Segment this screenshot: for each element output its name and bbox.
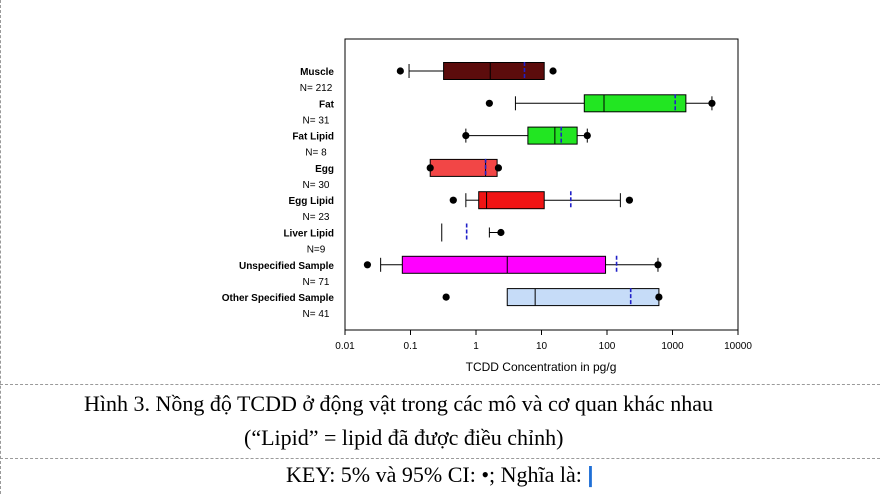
x-axis-ticks: 0.01 0.1 1 10 100 1000 10000: [335, 330, 752, 352]
ci-low-dot: [442, 293, 450, 301]
n-label: N= 71: [303, 277, 330, 288]
x-tick-label: 1: [473, 341, 479, 352]
box: [478, 191, 545, 210]
category-label: Liver Lipid: [283, 229, 334, 240]
n-label: N= 41: [303, 309, 330, 320]
x-tick-label: 0.1: [404, 341, 418, 352]
box: [401, 255, 607, 274]
x-tick-label: 100: [599, 341, 616, 352]
ci-low-dot: [485, 99, 493, 107]
box: [527, 126, 578, 145]
ci-low-dot: [449, 196, 457, 204]
box-series: [426, 158, 503, 177]
ci-high-dot: [494, 164, 503, 172]
category-label: Muscle: [300, 67, 334, 78]
box-series: [363, 255, 662, 274]
x-axis-label: TCDD Concentration in pg/g: [466, 360, 617, 374]
n-label: N= 8: [305, 148, 327, 159]
ci-low-dot: [396, 67, 404, 75]
box: [506, 288, 660, 307]
box: [429, 158, 498, 177]
category-label: Egg: [315, 164, 334, 175]
chart-key: KEY: 5% và 95% CI: •; Nghĩa là: |: [286, 462, 594, 488]
ci-high-dot: [655, 293, 663, 301]
ci-low-dot: [426, 164, 434, 172]
table-border-2: [0, 458, 880, 459]
category-label: Unspecified Sample: [239, 261, 334, 272]
ci-low-dot: [363, 261, 372, 269]
figure-caption: Hình 3. Nồng độ TCDD ở động vật trong cá…: [84, 391, 713, 416]
ci-high-dot: [654, 261, 662, 269]
ci-high-dot: [497, 228, 505, 237]
box: [443, 62, 545, 80]
box-series: [449, 191, 634, 210]
figure-caption-note: (“Lipid” = lipid đã được điều chỉnh): [244, 425, 564, 450]
category-label: Egg Lipid: [288, 196, 334, 207]
box-series: [441, 223, 505, 242]
table-border-1: [0, 384, 880, 385]
n-label: N= 23: [303, 212, 330, 223]
box: [583, 94, 687, 113]
ci-high-dot: [625, 196, 634, 204]
n-label: N= 30: [303, 180, 330, 191]
box-series: [462, 126, 591, 145]
x-tick-label: 10: [536, 341, 548, 352]
box-series: [485, 94, 716, 113]
n-label: N= 212: [300, 83, 333, 94]
ci-high-dot: [708, 99, 716, 107]
box-plot-chart: 0.01 0.1 1 10 100 1000 10000 Muscle N= 212 Fat N=…: [222, 38, 752, 374]
box-series: [396, 62, 557, 80]
ci-high-dot: [583, 132, 591, 140]
n-label: N=9: [307, 245, 326, 256]
x-tick-label: 10000: [724, 341, 752, 352]
mean-symbol: |: [587, 462, 594, 487]
category-label: Fat: [319, 99, 335, 110]
key-text: KEY: 5% và 95% CI: •; Nghĩa là:: [286, 462, 582, 487]
ci-high-dot: [549, 67, 557, 75]
boxes: [363, 62, 716, 307]
category-labels: Muscle N= 212 Fat N= 31 Fat Lipid N= 8 Egg N= 3…: [222, 67, 335, 320]
category-label: Fat Lipid: [292, 132, 334, 143]
ci-low-dot: [462, 132, 470, 140]
box-series: [442, 288, 663, 307]
x-tick-label: 0.01: [335, 341, 355, 352]
plot-frame: [344, 38, 739, 331]
n-label: N= 31: [303, 115, 330, 126]
x-tick-label: 1000: [661, 341, 684, 352]
category-label: Other Specified Sample: [222, 293, 335, 304]
table-border-left: [0, 0, 1, 494]
